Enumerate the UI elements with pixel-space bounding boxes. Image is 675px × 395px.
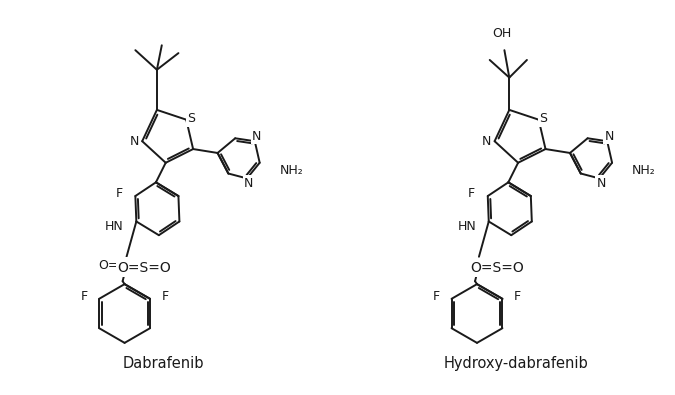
Text: N: N — [597, 177, 606, 190]
Text: N: N — [604, 130, 614, 143]
Text: Hydroxy-dabrafenib: Hydroxy-dabrafenib — [443, 356, 589, 371]
Text: NH₂: NH₂ — [279, 164, 303, 177]
Text: NH₂: NH₂ — [632, 164, 655, 177]
Text: F: F — [162, 290, 169, 303]
Text: OH: OH — [492, 27, 511, 40]
Text: HN: HN — [105, 220, 124, 233]
Text: O=S=O: O=S=O — [470, 261, 524, 275]
Text: O=S=O: O=S=O — [117, 261, 171, 275]
Text: O=S=O: O=S=O — [98, 259, 147, 272]
Text: HN: HN — [457, 220, 476, 233]
Text: S: S — [539, 112, 547, 125]
Text: F: F — [468, 186, 475, 199]
Text: N: N — [244, 177, 254, 190]
Text: F: F — [433, 290, 440, 303]
Text: S: S — [187, 112, 195, 125]
Text: N: N — [252, 130, 261, 143]
Text: N: N — [130, 135, 139, 148]
Text: Dabrafenib: Dabrafenib — [123, 356, 205, 371]
Text: F: F — [514, 290, 521, 303]
Text: N: N — [482, 135, 491, 148]
Text: F: F — [115, 186, 123, 199]
Text: F: F — [80, 290, 87, 303]
